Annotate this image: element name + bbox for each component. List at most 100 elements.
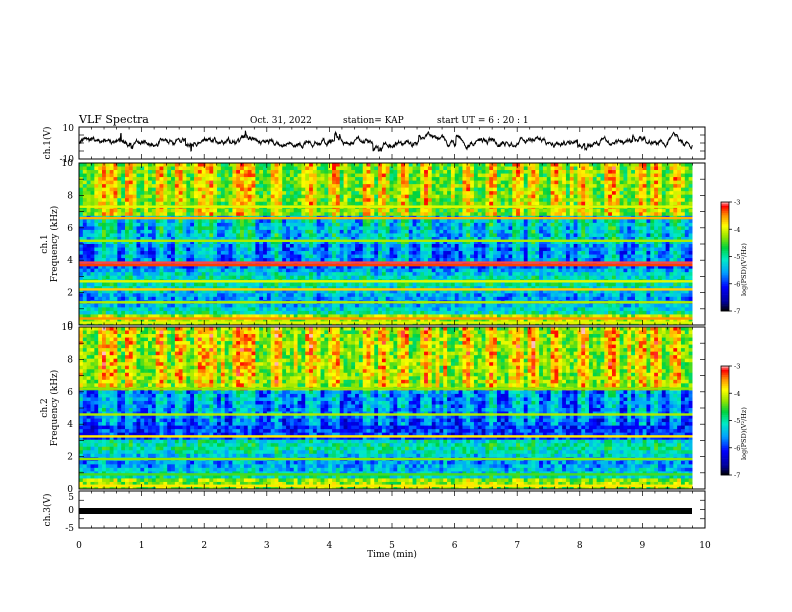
spectrogram-cell	[159, 163, 164, 167]
spectrogram-cell	[496, 173, 502, 178]
spectrogram-cell	[562, 258, 567, 263]
spectrogram-cell	[615, 194, 621, 199]
spectrogram-cell	[642, 258, 647, 263]
spectrogram-cell	[569, 226, 575, 231]
spectrogram-cell	[266, 265, 272, 270]
spectrogram-cell	[98, 219, 103, 224]
spectrogram-cell	[378, 184, 383, 189]
spectrogram-cell	[316, 251, 321, 255]
spectrogram-cell	[493, 187, 498, 192]
spectrogram-cell	[500, 244, 505, 248]
spectrogram-cell	[592, 219, 598, 224]
spectrogram-cell	[688, 177, 693, 182]
spectrogram-cell	[592, 265, 598, 270]
spectrogram-cell	[171, 177, 176, 182]
spectrogram-cell	[186, 191, 191, 196]
spectrogram-cell	[94, 244, 99, 248]
spectrogram-cell	[79, 240, 84, 245]
spectrogram-cell	[424, 191, 429, 196]
spectrogram-cell	[182, 187, 187, 192]
spectrogram-cell	[420, 198, 425, 203]
spectrogram-cell	[213, 191, 218, 196]
spectrogram-cell	[282, 212, 287, 217]
spectrogram-cell	[251, 258, 256, 263]
spectrogram-cell	[155, 222, 160, 227]
spectrogram-cell	[504, 251, 509, 255]
spectrogram-cell	[661, 240, 667, 245]
spectrogram-cell	[128, 244, 134, 248]
spectrogram-cell	[473, 233, 479, 238]
spectrogram-cell	[500, 229, 505, 234]
spectrogram-cell	[535, 194, 540, 199]
spectrogram-cell	[450, 198, 456, 203]
spectrogram-cell	[596, 251, 601, 255]
ch1-ytick-top: 10	[63, 124, 75, 134]
spectrogram-cell	[519, 244, 525, 248]
spectrogram-cell	[128, 258, 134, 263]
spectrogram-cell	[86, 244, 91, 248]
spectrogram-cell	[217, 254, 222, 259]
spectrogram-cell	[159, 177, 164, 182]
spectrogram-cell	[347, 184, 352, 189]
spectrogram-cell	[240, 258, 245, 263]
spectrogram-cell	[435, 191, 440, 196]
spectrogram-cell	[140, 163, 145, 167]
spectrogram-cell	[477, 184, 482, 189]
spectrogram-cell	[228, 187, 233, 192]
spectrogram-cell	[155, 198, 160, 203]
spectrogram-cell	[665, 187, 670, 192]
spectrogram-cell	[401, 244, 406, 248]
spectrogram-cell	[178, 240, 183, 245]
spectrogram-cell	[259, 198, 264, 203]
spectrogram-cell	[320, 187, 325, 192]
spectrogram-cell	[550, 166, 555, 171]
spectrogram-cell	[592, 251, 598, 255]
spectrogram-cell	[657, 236, 663, 241]
spectrogram-cell	[443, 219, 448, 224]
spectrogram-cell	[462, 240, 467, 245]
spectrogram-cell	[435, 219, 440, 224]
spectrogram-cell	[496, 233, 502, 238]
spectrogram-cell	[592, 166, 598, 171]
spectrogram-cell	[82, 194, 88, 199]
spectrogram-cell	[286, 226, 291, 231]
spectrogram-cell	[125, 198, 130, 203]
spectrogram-cell	[309, 240, 314, 245]
spectrogram-cell	[654, 222, 659, 227]
spectrogram-cell	[404, 180, 410, 185]
spectrogram-cell	[259, 187, 264, 192]
spectrogram-cell	[217, 187, 222, 192]
spectrogram-cell	[615, 212, 621, 217]
spectrogram-cell	[335, 208, 341, 213]
spectrogram-cell	[684, 201, 690, 206]
spectrogram-cell	[519, 170, 525, 174]
spectrogram-cell	[305, 240, 310, 245]
spectrogram-cell	[550, 219, 555, 224]
spectrogram-cell	[178, 219, 183, 224]
spectrogram-cell	[217, 201, 222, 206]
spectrogram-cell	[489, 265, 494, 270]
spectrogram-cell	[197, 187, 203, 192]
spectrogram-cell	[140, 258, 145, 263]
spectrogram-cell	[573, 233, 578, 238]
spectrogram-cell	[657, 233, 663, 238]
spectrogram-cell	[378, 229, 383, 234]
spectrogram-cell	[105, 201, 111, 206]
spectrogram-cell	[151, 191, 157, 196]
spectrogram-cell	[209, 191, 214, 196]
spectrogram-cell	[496, 219, 502, 224]
spectrogram-cell	[684, 226, 690, 231]
spectrogram-cell	[634, 170, 640, 174]
spectrogram-cell	[569, 219, 575, 224]
spectrogram-cell	[263, 208, 268, 213]
spectrogram-cell	[213, 236, 218, 241]
spectrogram-cell	[289, 236, 295, 241]
spectrogram-cell	[140, 170, 145, 174]
spectrogram-cell	[416, 229, 421, 234]
spectrogram-cell	[224, 222, 229, 227]
spectrogram-cell	[213, 258, 218, 263]
spectrogram-cell	[657, 208, 663, 213]
spectrogram-cell	[420, 212, 425, 217]
spectrogram-cell	[251, 222, 256, 227]
spectrogram-cell	[347, 247, 352, 252]
